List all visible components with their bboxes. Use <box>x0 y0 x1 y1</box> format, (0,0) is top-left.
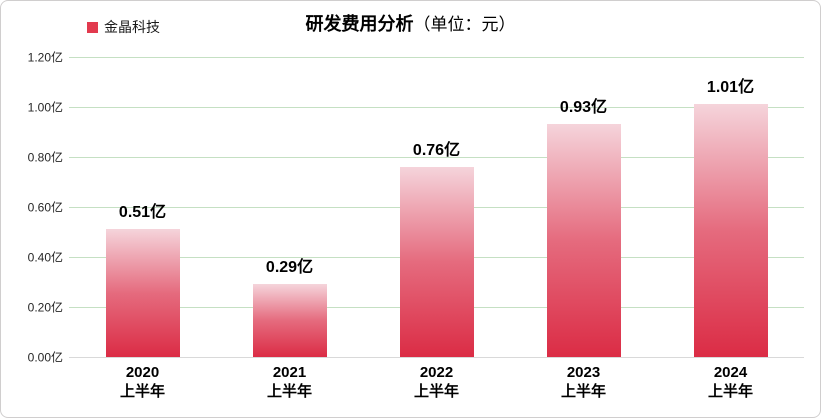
chart-title: 研发费用分析（单位：元） <box>1 10 820 36</box>
bar-value-label: 0.29亿 <box>265 259 314 276</box>
x-axis-label: 2024 上半年 <box>657 363 804 401</box>
bar <box>399 167 474 357</box>
y-tick-label: 0.00亿 <box>27 350 63 365</box>
x-axis-label-year: 2021 <box>272 364 307 381</box>
bar-group: 0.51亿 <box>69 17 216 357</box>
bar-group: 0.29亿 <box>216 17 363 357</box>
y-tick-label: 0.80亿 <box>27 150 63 165</box>
chart-title-main: 研发费用分析 <box>305 14 414 34</box>
x-axis-label: 2022 上半年 <box>363 363 510 401</box>
y-tick-label: 1.20亿 <box>27 50 63 65</box>
plot-area: 0.51亿 0.29亿 0.76亿 0.93亿 1.01亿 <box>69 57 804 358</box>
bar-group: 0.76亿 <box>363 17 510 357</box>
x-axis-label-half: 上半年 <box>119 383 165 400</box>
y-tick-label: 0.60亿 <box>27 200 63 215</box>
x-axis-label-year: 2023 <box>566 364 601 381</box>
bar-group: 0.93亿 <box>510 17 657 357</box>
gridline <box>69 157 804 158</box>
bar-group: 1.01亿 <box>657 17 804 357</box>
y-axis: 1.20亿 1.00亿 0.80亿 0.60亿 0.40亿 0.20亿 0.00亿 <box>1 51 63 365</box>
x-axis-label: 2021 上半年 <box>216 363 363 401</box>
legend-label: 金晶科技 <box>104 19 160 35</box>
x-axis-label-year: 2024 <box>713 364 748 381</box>
y-tick-label: 0.40亿 <box>27 250 63 265</box>
x-axis-label: 2023 上半年 <box>510 363 657 401</box>
bar-value-label: 1.01亿 <box>706 79 755 96</box>
bar <box>105 229 180 357</box>
chart-legend: 金晶科技 <box>87 17 160 37</box>
x-axis-label-year: 2020 <box>125 364 160 381</box>
x-axis-baseline <box>69 357 804 358</box>
bar-value-label: 0.51亿 <box>118 204 167 221</box>
gridline <box>69 107 804 108</box>
y-tick-label: 0.20亿 <box>27 300 63 315</box>
x-axis-label-half: 上半年 <box>707 383 753 400</box>
y-tick-label: 1.00亿 <box>27 100 63 115</box>
bar-value-label: 0.76亿 <box>412 142 461 159</box>
bar <box>252 284 327 357</box>
bar-slots: 0.51亿 0.29亿 0.76亿 0.93亿 1.01亿 <box>69 17 804 357</box>
bar-value-label: 0.93亿 <box>559 99 608 116</box>
x-axis-label-half: 上半年 <box>413 383 459 400</box>
x-axis-label-year: 2022 <box>419 364 454 381</box>
x-axis-label: 2020 上半年 <box>69 363 216 401</box>
bar <box>693 104 768 357</box>
gridline <box>69 57 804 58</box>
x-axis-label-half: 上半年 <box>560 383 606 400</box>
bar <box>546 124 621 357</box>
x-axis: 2020 上半年 2021 上半年 2022 上半年 2023 上半年 2024 上半年 <box>69 363 804 401</box>
chart-title-unit: （单位：元） <box>413 15 516 34</box>
x-axis-label-half: 上半年 <box>266 383 312 400</box>
legend-swatch-icon <box>87 21 98 33</box>
